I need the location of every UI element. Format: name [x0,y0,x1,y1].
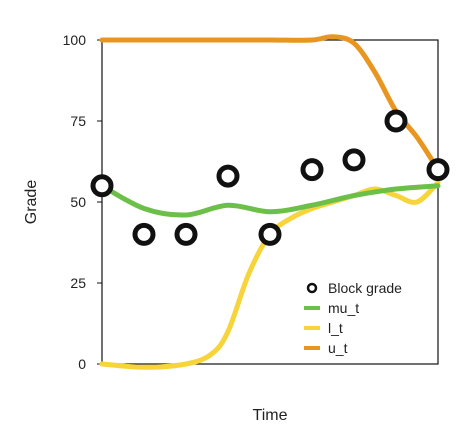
y-tick-label: 25 [70,275,86,291]
legend: Block grade mu_t l_t u_t [304,280,402,356]
y-tick-label: 0 [78,356,86,372]
plot-frame [101,39,439,365]
scatter-points [90,109,450,246]
y-tick-label: 50 [70,194,86,210]
y-axis-label: Grade [23,180,40,225]
scatter-point [342,148,366,172]
y-tick-label: 75 [70,113,86,129]
scatter-point [426,158,450,182]
legend-label-l-t: l_t [328,320,343,336]
legend-label-u-t: u_t [328,340,348,356]
y-axis-ticks: 0 25 50 75 100 [63,32,102,372]
series-line-mu-t [99,183,441,218]
scatter-point [384,109,408,133]
series-lines [99,34,441,370]
x-axis-label: Time [253,407,288,424]
series-line-u-t [99,34,441,173]
series-line-l-t [99,180,441,370]
legend-label-block-grade: Block grade [328,280,402,296]
legend-marker-block-grade [306,282,318,294]
scatter-point [174,222,198,246]
scatter-point [258,222,282,246]
scatter-point [90,174,114,198]
legend-label-mu-t: mu_t [328,300,359,316]
scatter-point [216,164,240,188]
y-tick-label: 100 [63,32,87,48]
scatter-point [300,158,324,182]
scatter-point [132,222,156,246]
